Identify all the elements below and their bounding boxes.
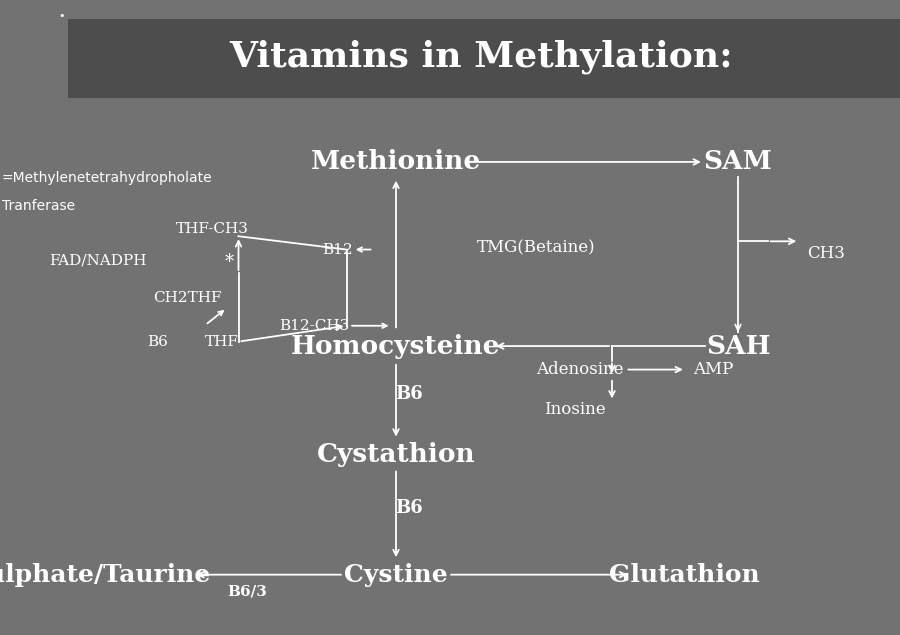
Text: Adenosine: Adenosine [536, 361, 624, 378]
Text: B6: B6 [147, 335, 167, 349]
Text: TMG(Betaine): TMG(Betaine) [477, 239, 596, 256]
Text: B12-CH3: B12-CH3 [279, 319, 349, 333]
Text: Sulphate/Taurine: Sulphate/Taurine [0, 563, 211, 587]
Text: Cystathion: Cystathion [317, 441, 475, 467]
Text: Vitamins in Methylation:: Vitamins in Methylation: [230, 40, 734, 74]
Text: *: * [225, 253, 234, 271]
Text: THF-CH3: THF-CH3 [176, 222, 248, 236]
Text: Tranferase: Tranferase [2, 199, 75, 213]
Text: CH3: CH3 [807, 246, 845, 262]
Text: Homocysteine: Homocysteine [292, 333, 500, 359]
Text: Inosine: Inosine [544, 401, 606, 418]
Text: Glutathion: Glutathion [608, 563, 760, 587]
Text: SAM: SAM [704, 149, 772, 175]
Text: B6/3: B6/3 [228, 585, 267, 599]
Text: •: • [58, 11, 65, 21]
Text: AMP: AMP [693, 361, 733, 378]
Text: =Methylenetetrahydropholate: =Methylenetetrahydropholate [2, 171, 212, 185]
Text: CH2THF: CH2THF [153, 291, 221, 305]
Text: B12: B12 [322, 243, 353, 257]
Text: SAH: SAH [706, 333, 770, 359]
Bar [68, 19, 900, 98]
Text: Methionine: Methionine [310, 149, 482, 175]
Text: B6: B6 [396, 385, 423, 403]
Text: THF: THF [205, 335, 239, 349]
Text: Cystine: Cystine [344, 563, 448, 587]
Text: B6: B6 [396, 499, 423, 517]
Text: FAD/NADPH: FAD/NADPH [50, 253, 147, 267]
